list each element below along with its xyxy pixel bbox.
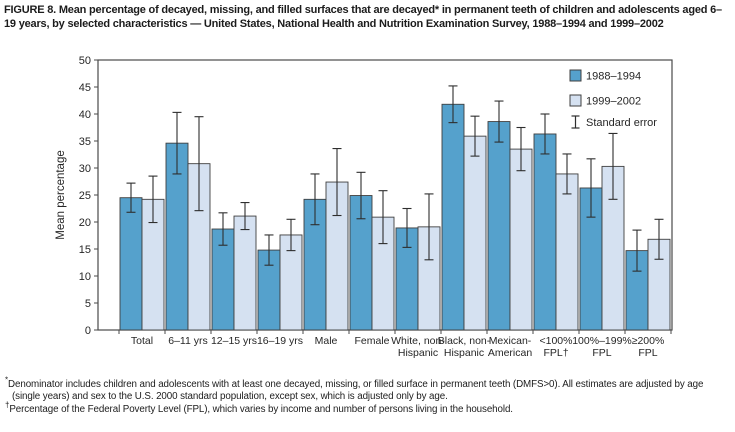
y-tick-label: 50: [79, 55, 91, 67]
footnote-dagger-marker: †: [5, 400, 10, 410]
x-category-label: Female: [354, 335, 389, 347]
x-category-label: <100%: [540, 335, 573, 347]
legend-label-standard-error: Standard error: [586, 117, 657, 129]
x-category-label: 12–15 yrs: [211, 335, 257, 347]
legend-label-1: 1999–2002: [586, 96, 641, 108]
y-tick-label: 30: [79, 163, 91, 175]
x-category-label: Mexican-: [489, 335, 532, 347]
legend-swatch-1: [569, 94, 582, 107]
bar-series0-cat9: [533, 133, 557, 331]
bar-chart: 0 5 10 15 20 25 30 35 40 45 50 Mean percentage Total…: [0, 52, 735, 368]
bar-series1-cat7: [463, 135, 487, 331]
y-tick-label: 5: [85, 298, 91, 310]
x-category-label: ≥200%: [632, 335, 665, 347]
x-category-label: FPL: [638, 347, 657, 359]
footnote-asterisk-text: Denominator includes children and adoles…: [8, 379, 704, 403]
x-category-label: White, non-: [391, 335, 445, 347]
x-category-label: 16–19 yrs: [257, 335, 303, 347]
footnotes: *Denominator includes children and adole…: [5, 375, 732, 416]
y-tick-label: 0: [85, 325, 91, 337]
x-category-label: Hispanic: [398, 347, 438, 359]
legend-label-0: 1988–1994: [586, 71, 641, 83]
y-axis-title: Mean percentage: [55, 150, 67, 240]
footnote-dagger: †Percentage of the Federal Poverty Level…: [5, 400, 732, 416]
y-tick-label: 20: [79, 217, 91, 229]
y-tick-label: 15: [79, 244, 91, 256]
bar-series1-cat2: [233, 215, 257, 331]
x-category-label: FPL: [592, 347, 611, 359]
bar-series0-cat0: [119, 197, 143, 331]
footnote-asterisk-marker: *: [5, 375, 9, 385]
footnote-dagger-text: Percentage of the Federal Poverty Level …: [9, 403, 513, 415]
x-category-label: Hispanic: [444, 347, 484, 359]
y-tick-label: 40: [79, 109, 91, 121]
legend-swatch-0: [569, 69, 582, 82]
x-category-label: 6–11 yrs: [168, 335, 208, 347]
x-category-label: Male: [315, 335, 338, 347]
y-tick-label: 25: [79, 190, 91, 202]
x-category-label: 100%–199%: [572, 335, 632, 347]
bar-series1-cat9: [555, 173, 579, 331]
y-tick-label: 35: [79, 136, 91, 148]
figure-title: FIGURE 8. Mean percentage of decayed, mi…: [4, 4, 722, 30]
x-category-label: FPL†: [543, 347, 568, 359]
x-category-label: Total: [131, 335, 153, 347]
chart-svg: 0 5 10 15 20 25 30 35 40 45 50 Mean percentage Total…: [55, 55, 673, 359]
bar-series1-cat8: [509, 148, 533, 331]
x-category-label: Black, non-: [438, 335, 491, 347]
y-tick-label: 10: [79, 271, 91, 283]
y-tick-label: 45: [79, 82, 91, 94]
x-category-label: American: [488, 347, 533, 359]
bar-series0-cat7: [441, 103, 465, 331]
footnote-asterisk: *Denominator includes children and adole…: [5, 375, 732, 404]
bar-series0-cat8: [487, 121, 511, 331]
